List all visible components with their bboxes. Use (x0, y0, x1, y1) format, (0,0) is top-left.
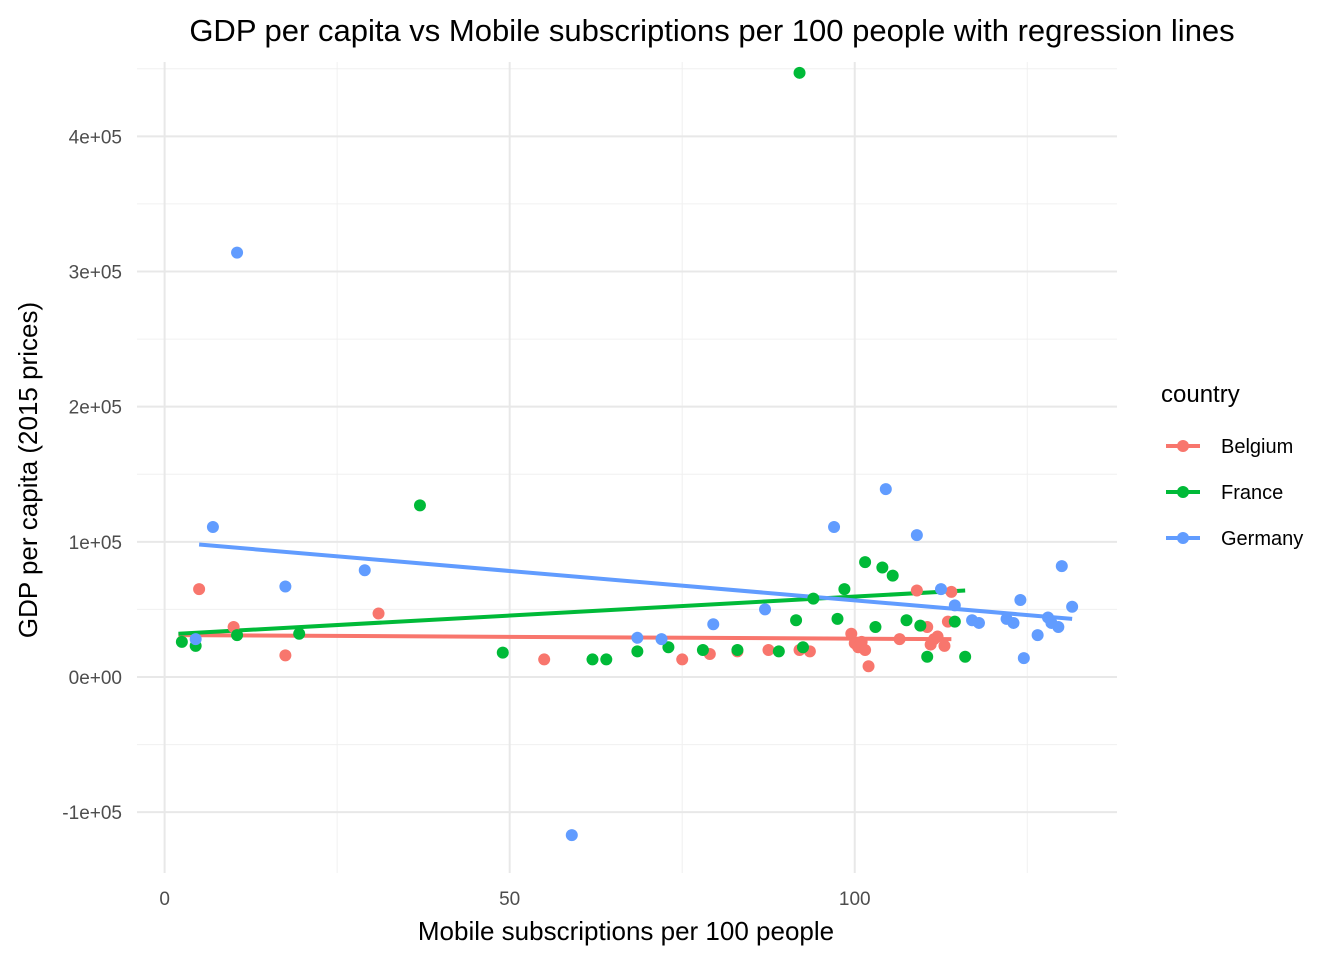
x-tick-label: 50 (499, 889, 520, 910)
legend: country Belgium France Germany (1161, 381, 1303, 550)
regression-lines (178, 542, 1073, 642)
data-points (175, 66, 1079, 842)
data-point-germany (759, 603, 772, 616)
legend-label-germany: Germany (1221, 528, 1303, 550)
data-point-france (807, 592, 820, 605)
x-axis-ticks: 0 50 100 (159, 889, 870, 910)
data-point-germany (972, 616, 985, 629)
data-point-france (914, 619, 927, 632)
y-tick-label: 3e+05 (69, 263, 122, 284)
data-point-france (790, 614, 803, 627)
data-point-germany (948, 599, 961, 612)
data-point-belgium (372, 607, 385, 620)
data-point-france (876, 561, 889, 574)
regression-line-germany (198, 542, 1073, 621)
grid-major (137, 62, 1117, 873)
data-point-france (948, 615, 961, 628)
data-point-germany (1055, 560, 1068, 573)
legend-key-dot-belgium (1177, 440, 1189, 452)
data-point-belgium (945, 585, 958, 598)
legend-key-dot-france (1177, 486, 1189, 498)
data-point-germany (1052, 620, 1065, 633)
legend-title: country (1161, 381, 1240, 408)
data-point-germany (1066, 600, 1079, 613)
data-point-germany (565, 829, 578, 842)
x-axis-title: Mobile subscriptions per 100 people (418, 916, 834, 946)
data-point-germany (358, 564, 371, 577)
y-tick-label: 1e+05 (69, 533, 122, 554)
data-point-germany (655, 633, 668, 646)
data-point-france (869, 620, 882, 633)
data-point-germany (1031, 629, 1044, 642)
y-tick-label: 4e+05 (69, 127, 122, 148)
data-point-germany (910, 529, 923, 542)
data-point-france (662, 641, 675, 654)
data-point-france (900, 614, 913, 627)
data-point-france (886, 569, 899, 582)
data-point-belgium (676, 653, 689, 666)
y-tick-label: -1e+05 (62, 803, 122, 824)
data-point-germany (631, 631, 644, 644)
y-tick-label: 0e+00 (69, 668, 122, 689)
data-point-germany (206, 520, 219, 533)
data-point-belgium (862, 660, 875, 673)
legend-label-france: France (1221, 482, 1283, 504)
regression-line-france (178, 588, 966, 636)
data-point-belgium (893, 633, 906, 646)
data-point-belgium (762, 643, 775, 656)
regression-line-belgium (178, 633, 952, 642)
legend-key-dot-germany (1177, 532, 1189, 544)
data-point-belgium (910, 584, 923, 597)
y-axis-title: GDP per capita (2015 prices) (13, 302, 43, 638)
data-point-france (696, 643, 709, 656)
y-tick-label: 2e+05 (69, 398, 122, 419)
y-axis-ticks: -1e+05 0e+00 1e+05 2e+05 3e+05 4e+05 (62, 127, 122, 824)
data-point-germany (1014, 593, 1027, 606)
data-point-france (921, 650, 934, 663)
legend-label-belgium: Belgium (1221, 436, 1293, 458)
grid-minor (137, 62, 1117, 873)
data-point-france (959, 650, 972, 663)
data-point-france (586, 653, 599, 666)
data-point-france (600, 653, 613, 666)
data-point-france (175, 635, 188, 648)
data-point-germany (231, 246, 244, 259)
data-point-france (793, 66, 806, 79)
data-point-france (496, 646, 509, 659)
data-point-france (796, 641, 809, 654)
data-point-germany (828, 520, 841, 533)
data-point-france (731, 643, 744, 656)
data-point-france (631, 645, 644, 658)
x-tick-label: 0 (159, 889, 170, 910)
data-point-france (838, 583, 851, 596)
data-point-belgium (931, 630, 944, 643)
data-point-germany (189, 633, 202, 646)
data-point-belgium (193, 583, 206, 596)
data-point-germany (935, 583, 948, 596)
data-point-germany (279, 580, 292, 593)
x-tick-label: 100 (839, 889, 871, 910)
data-point-france (231, 629, 244, 642)
data-point-belgium (859, 643, 872, 656)
data-point-france (831, 612, 844, 625)
data-point-france (772, 645, 785, 658)
data-point-france (293, 627, 306, 640)
data-point-belgium (538, 653, 551, 666)
data-point-belgium (938, 639, 951, 652)
data-point-france (859, 556, 872, 569)
chart-title: GDP per capita vs Mobile subscriptions p… (189, 13, 1234, 48)
data-point-germany (707, 618, 720, 631)
data-point-germany (1007, 616, 1020, 629)
data-point-belgium (279, 649, 292, 662)
data-point-belgium (845, 627, 858, 640)
data-point-france (413, 499, 426, 512)
data-point-germany (879, 483, 892, 496)
data-point-germany (1017, 652, 1030, 665)
